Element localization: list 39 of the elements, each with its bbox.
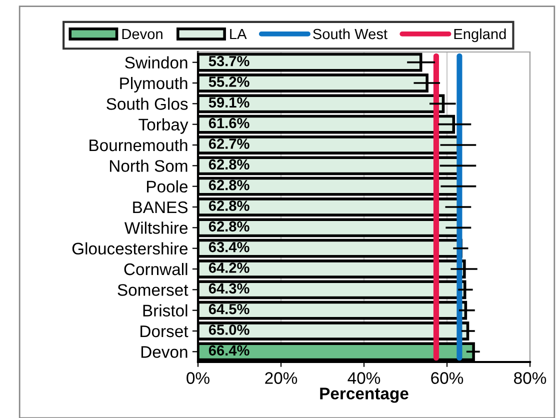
legend-label: England (454, 28, 506, 42)
y-tick-label: Poole (147, 180, 188, 193)
x-tick-label: 80% (514, 372, 546, 384)
data-label: 62.8% (208, 180, 250, 190)
data-label: 55.2% (208, 76, 250, 87)
data-label: 59.1% (208, 97, 250, 108)
y-tick-label: Bournemouth (90, 138, 188, 152)
y-tick-label: North Som (110, 160, 188, 172)
y-tick-label: Torbay (138, 118, 188, 134)
y-tick-label: Gloucestershire (72, 242, 188, 255)
y-tick-label: Somerset (118, 284, 188, 296)
data-label: 53.7% (208, 56, 250, 66)
y-tick-label: Swindon (125, 56, 188, 69)
data-label: 65.0% (208, 324, 250, 335)
x-tick-label: 40% (348, 372, 380, 384)
y-tick-label: Cornwall (124, 262, 188, 276)
data-label: 66.4% (208, 345, 250, 356)
data-label: 62.8% (208, 221, 250, 232)
y-tick-label: Devon (141, 346, 188, 358)
y-tick-label: Wiltshire (124, 222, 188, 234)
y-tick-label: Bristol (143, 304, 188, 317)
legend-label: LA (230, 29, 247, 40)
data-label: 64.2% (208, 262, 250, 273)
data-label: 62.7% (208, 138, 250, 149)
data-label: 64.5% (208, 304, 250, 314)
y-tick-label: BANES (133, 201, 188, 214)
y-tick-label: Plymouth (120, 76, 188, 92)
data-label: 64.3% (208, 283, 250, 294)
x-axis-title: Percentage (320, 388, 408, 403)
y-tick-label: Dorset (140, 326, 188, 338)
x-tick-label: 0% (186, 372, 210, 384)
data-label: 63.4% (208, 242, 250, 252)
data-label: 62.8% (208, 159, 250, 170)
legend-label: South West (313, 28, 388, 40)
data-label: 62.8% (208, 200, 250, 211)
x-tick-label: 60% (431, 372, 464, 384)
x-tick-label: 20% (265, 372, 298, 384)
data-label: 61.6% (208, 118, 250, 128)
y-tick-label: South Glos (106, 98, 188, 110)
